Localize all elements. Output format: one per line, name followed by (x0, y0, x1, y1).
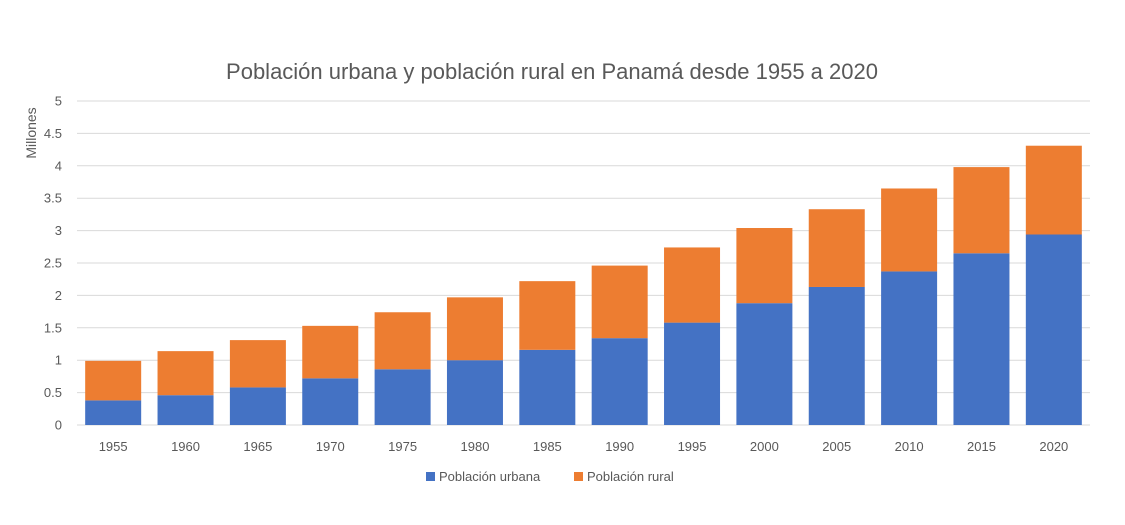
legend: Población urbana Población rural (426, 469, 674, 484)
x-tick-label: 1975 (388, 439, 417, 454)
x-tick-label: 1965 (243, 439, 272, 454)
bar-urbana-1995 (664, 322, 721, 425)
bar-rural-1960 (157, 351, 214, 396)
y-tick-label: 1 (55, 353, 62, 368)
legend-swatch (574, 472, 583, 481)
x-tick-label: 2020 (1039, 439, 1068, 454)
bar-rural-1985 (519, 281, 576, 350)
y-tick-label: 0.5 (44, 385, 62, 400)
bar-rural-1970 (302, 325, 359, 379)
bar-urbana-1970 (302, 378, 359, 425)
bar-rural-1975 (374, 312, 431, 370)
x-tick-label: 1995 (678, 439, 707, 454)
gridlines (77, 100, 1090, 426)
bar-rural-1980 (446, 297, 503, 361)
bar-urbana-1960 (157, 395, 214, 425)
legend-swatch (426, 472, 435, 481)
x-axis-tick-labels: 1955 1960 1965 1970 1975 1980 1985 1990 1995 2000… (99, 439, 1069, 454)
bar-urbana-1990 (591, 338, 648, 425)
y-tick-label: 5 (55, 94, 62, 109)
x-tick-label: 1985 (533, 439, 562, 454)
bar-rural-2010 (881, 188, 938, 272)
bar-rural-2020 (1025, 145, 1082, 235)
bar-urbana-2005 (808, 286, 865, 425)
chart-title: Población urbana y población rural en Pa… (226, 59, 878, 84)
bar-rural-1965 (229, 340, 286, 388)
y-tick-label: 4 (55, 158, 62, 173)
x-tick-label: 2000 (750, 439, 779, 454)
bar-urbana-1965 (229, 387, 286, 425)
x-tick-label: 2015 (967, 439, 996, 454)
bar-urbana-1955 (85, 400, 142, 425)
legend-label: Población urbana (439, 469, 541, 484)
bar-urbana-1985 (519, 349, 576, 425)
bar-rural-2005 (808, 209, 865, 287)
bar-urbana-1975 (374, 369, 431, 425)
y-tick-label: 2 (55, 288, 62, 303)
x-tick-label: 1955 (99, 439, 128, 454)
x-tick-label: 1970 (316, 439, 345, 454)
x-tick-label: 2005 (822, 439, 851, 454)
bar-rural-2000 (736, 228, 793, 304)
x-tick-label: 1990 (605, 439, 634, 454)
bar-urbana-2010 (881, 271, 938, 425)
bar-rural-1990 (591, 265, 648, 339)
bar-urbana-2020 (1025, 234, 1082, 425)
x-tick-label: 2010 (895, 439, 924, 454)
bar-rural-2015 (953, 167, 1010, 254)
y-tick-label: 0 (55, 418, 62, 433)
y-tick-label: 3 (55, 223, 62, 238)
y-axis-tick-labels: 0 0.5 1 1.5 2 2.5 3 3.5 4 4.5 5 (44, 94, 62, 433)
y-axis-title: Millones (23, 107, 39, 158)
bar-rural-1995 (664, 247, 721, 323)
bar-urbana-1980 (446, 360, 503, 425)
bar-rural-1955 (85, 360, 142, 401)
bar-urbana-2000 (736, 303, 793, 425)
x-tick-label: 1960 (171, 439, 200, 454)
y-tick-label: 3.5 (44, 191, 62, 206)
legend-label: Población rural (587, 469, 674, 484)
bar-stacks (85, 145, 1082, 425)
y-tick-label: 4.5 (44, 126, 62, 141)
bar-urbana-2015 (953, 253, 1010, 425)
y-tick-label: 2.5 (44, 256, 62, 271)
x-tick-label: 1980 (461, 439, 490, 454)
y-tick-label: 1.5 (44, 320, 62, 335)
